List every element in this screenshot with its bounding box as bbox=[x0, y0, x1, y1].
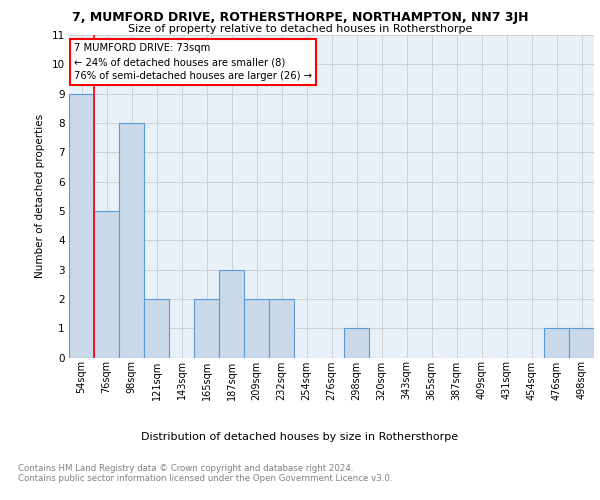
Bar bbox=[219, 270, 244, 358]
Bar bbox=[344, 328, 369, 358]
Bar bbox=[144, 299, 169, 358]
Text: Contains HM Land Registry data © Crown copyright and database right 2024.: Contains HM Land Registry data © Crown c… bbox=[18, 464, 353, 473]
Y-axis label: Number of detached properties: Number of detached properties bbox=[35, 114, 44, 278]
Text: 7 MUMFORD DRIVE: 73sqm
← 24% of detached houses are smaller (8)
76% of semi-deta: 7 MUMFORD DRIVE: 73sqm ← 24% of detached… bbox=[74, 43, 312, 81]
Bar bbox=[94, 211, 119, 358]
Text: Contains public sector information licensed under the Open Government Licence v3: Contains public sector information licen… bbox=[18, 474, 392, 483]
Bar bbox=[569, 328, 594, 358]
Text: Size of property relative to detached houses in Rothersthorpe: Size of property relative to detached ho… bbox=[128, 24, 472, 34]
Bar bbox=[244, 299, 269, 358]
Bar bbox=[69, 94, 94, 358]
Bar bbox=[119, 123, 144, 358]
Text: Distribution of detached houses by size in Rothersthorpe: Distribution of detached houses by size … bbox=[142, 432, 458, 442]
Bar bbox=[544, 328, 569, 358]
Bar bbox=[269, 299, 294, 358]
Bar bbox=[194, 299, 219, 358]
Text: 7, MUMFORD DRIVE, ROTHERSTHORPE, NORTHAMPTON, NN7 3JH: 7, MUMFORD DRIVE, ROTHERSTHORPE, NORTHAM… bbox=[72, 11, 528, 24]
